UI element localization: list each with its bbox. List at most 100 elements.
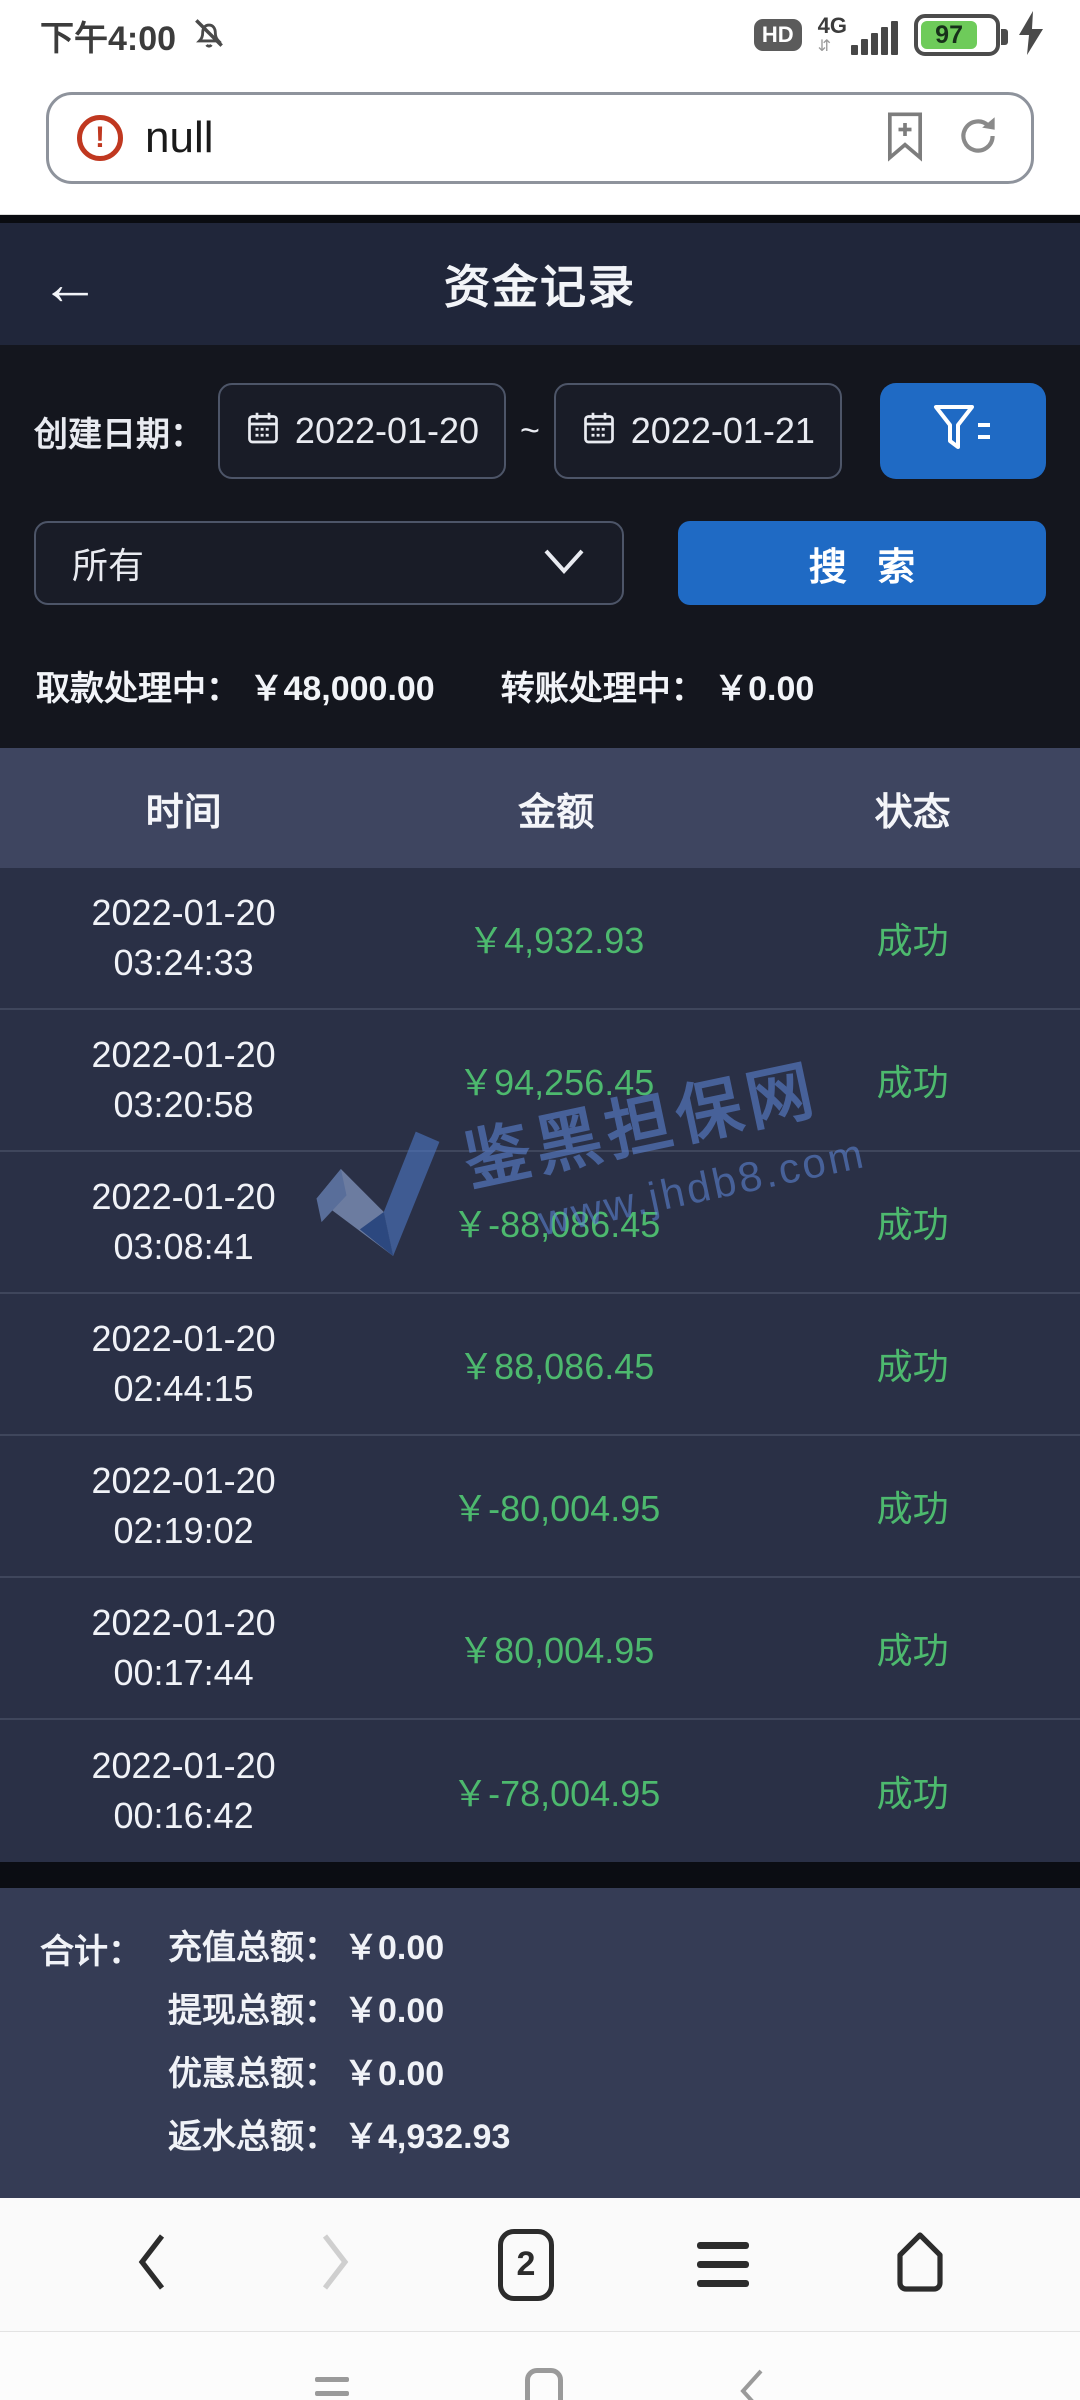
page-header: ← 资金记录 [0, 223, 1080, 345]
table-row: 2022-01-20 02:44:15 ￥88,086.45 成功 [0, 1294, 1080, 1436]
tabs-button[interactable]: 2 [497, 2228, 554, 2301]
browser-nav-bar: 2 [0, 2198, 1080, 2332]
summary-item-value: ￥0.00 [344, 1929, 445, 1967]
row-time: 03:24:33 [113, 942, 254, 983]
calendar-icon [581, 409, 617, 454]
summary-line: 优惠总额： ￥0.00 [168, 2046, 1040, 2095]
system-nav-bar [0, 2332, 1080, 2400]
chevron-down-icon [542, 542, 586, 584]
recents-icon[interactable] [315, 2377, 349, 2400]
summary-lines: 充值总额： ￥0.00 提现总额： ￥0.00 优惠总额： ￥0.00 返水总额… [168, 1920, 1040, 2158]
row-amount: ￥4,932.93 [468, 920, 645, 961]
table-row: 2022-01-20 03:24:33 ￥4,932.93 成功 [0, 868, 1080, 1010]
url-text: null [145, 113, 214, 162]
transfer-processing-text: 转账处理中： ￥0.00 [500, 670, 815, 708]
network-type-label: 4G [817, 13, 847, 38]
system-back-icon[interactable] [739, 2369, 765, 2400]
charging-bolt-icon [1016, 10, 1046, 60]
row-datetime: 2022-01-20 02:19:02 [0, 1456, 367, 1555]
row-time: 03:20:58 [113, 1084, 254, 1125]
table-row: 2022-01-20 03:20:58 ￥94,256.45 成功 [0, 1010, 1080, 1152]
search-button[interactable]: 搜 索 [678, 521, 1046, 605]
battery-icon: 97 [914, 14, 1008, 56]
row-time: 02:44:15 [113, 1368, 254, 1409]
table-row: 2022-01-20 00:16:42 ￥-78,004.95 成功 [0, 1720, 1080, 1862]
row-date: 2022-01-20 [91, 1460, 276, 1502]
date-to-value: 2022-01-21 [630, 410, 815, 451]
summary-section: 合计： 充值总额： ￥0.00 提现总额： ￥0.00 优惠总额： ￥0.00 [0, 1888, 1080, 2198]
funnel-filter-icon [932, 403, 994, 460]
summary-item-label: 提现总额： [168, 1992, 338, 2030]
back-arrow-icon[interactable]: ← [40, 250, 100, 317]
row-date: 2022-01-20 [91, 1318, 276, 1360]
row-date: 2022-01-20 [91, 1602, 276, 1644]
header-amount: 金额 [518, 791, 595, 834]
table-header-row: 时间 金额 状态 [0, 748, 1080, 868]
date-from-input[interactable]: 2022-01-20 [218, 383, 506, 479]
table-body: 2022-01-20 03:24:33 ￥4,932.93 成功 2022-01… [0, 868, 1080, 1862]
row-date: 2022-01-20 [91, 892, 276, 934]
summary-line: 返水总额： ￥4,932.93 [168, 2109, 1040, 2158]
nav-forward-icon[interactable] [315, 2232, 355, 2297]
row-status: 成功 [876, 1488, 949, 1529]
row-datetime: 2022-01-20 03:08:41 [0, 1172, 367, 1271]
row-status: 成功 [876, 1204, 949, 1245]
records-table: 时间 金额 状态 2022-01-20 03:24:33 ￥4,932.93 成… [0, 748, 1080, 1862]
header-time: 时间 [145, 791, 222, 834]
summary-total-label: 合计： [40, 1933, 142, 1971]
divider [0, 215, 1080, 223]
summary-line: 提现总额： ￥0.00 [168, 1983, 1040, 2032]
table-row: 2022-01-20 02:19:02 ￥-80,004.95 成功 [0, 1436, 1080, 1578]
row-datetime: 2022-01-20 03:24:33 [0, 888, 367, 987]
hd-badge: HD [753, 19, 802, 51]
menu-icon[interactable] [697, 2242, 750, 2287]
status-bar: 下午4:00 HD 4G ⇵ 97 [0, 0, 1080, 64]
summary-item-value: ￥0.00 [344, 1992, 445, 2030]
table-row: 2022-01-20 03:08:41 ￥-88,086.45 成功 [0, 1152, 1080, 1294]
row-date: 2022-01-20 [91, 1176, 276, 1218]
summary-line: 充值总额： ￥0.00 [168, 1920, 1040, 1969]
divider [0, 1862, 1080, 1888]
date-range-separator: ~ [520, 411, 540, 450]
date-filter-label: 创建日期： [34, 415, 204, 454]
row-amount: ￥80,004.95 [458, 1630, 655, 1671]
row-time: 02:19:02 [113, 1510, 254, 1551]
row-status: 成功 [876, 1346, 949, 1387]
filter-section: 创建日期： 2022-01-20 ~ [0, 345, 1080, 748]
insecure-warning-icon: ! [77, 115, 123, 161]
summary-item-value: ￥0.00 [344, 2055, 445, 2093]
type-select[interactable]: 所有 [34, 521, 624, 605]
row-status: 成功 [876, 920, 949, 961]
table-row: 2022-01-20 00:17:44 ￥80,004.95 成功 [0, 1578, 1080, 1720]
calendar-icon [245, 409, 281, 454]
row-datetime: 2022-01-20 02:44:15 [0, 1314, 367, 1413]
summary-item-label: 返水总额： [168, 2118, 338, 2156]
row-datetime: 2022-01-20 00:17:44 [0, 1598, 367, 1697]
withdraw-processing-text: 取款处理中： ￥48,000.00 [36, 670, 435, 708]
signal-icon: 4G ⇵ [818, 15, 898, 55]
row-date: 2022-01-20 [91, 1745, 276, 1787]
nav-back-icon[interactable] [132, 2232, 172, 2297]
row-amount: ￥-78,004.95 [452, 1773, 661, 1814]
home-square-icon[interactable] [525, 2367, 563, 2400]
summary-item-value: ￥4,932.93 [344, 2118, 511, 2156]
row-amount: ￥-88,086.45 [452, 1204, 661, 1245]
row-date: 2022-01-20 [91, 1034, 276, 1076]
filter-button[interactable] [880, 383, 1046, 479]
header-status: 状态 [874, 791, 951, 834]
url-bar[interactable]: ! null [46, 92, 1034, 184]
mute-bell-icon [190, 14, 228, 57]
data-arrows-icon: ⇵ [817, 38, 832, 55]
date-to-input[interactable]: 2022-01-21 [553, 383, 842, 479]
type-select-value: 所有 [72, 545, 145, 586]
row-status: 成功 [876, 1773, 949, 1814]
refresh-icon[interactable] [953, 111, 1003, 166]
row-amount: ￥88,086.45 [458, 1346, 655, 1387]
row-time: 00:16:42 [113, 1795, 254, 1836]
row-time: 00:17:44 [113, 1652, 254, 1693]
summary-item-label: 优惠总额： [168, 2055, 338, 2093]
add-bookmark-icon[interactable] [883, 110, 927, 167]
home-icon[interactable] [892, 2231, 948, 2298]
browser-chrome: ! null [0, 64, 1080, 215]
